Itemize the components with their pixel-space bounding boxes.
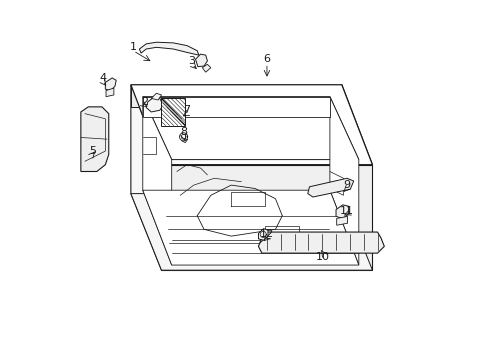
Polygon shape	[142, 96, 329, 117]
Text: 11: 11	[339, 206, 353, 216]
Polygon shape	[139, 42, 199, 55]
Polygon shape	[131, 85, 341, 107]
Polygon shape	[161, 165, 372, 270]
Polygon shape	[195, 54, 207, 67]
Polygon shape	[142, 190, 358, 265]
Polygon shape	[131, 85, 372, 165]
Text: 8: 8	[180, 127, 187, 138]
Text: 7: 7	[183, 105, 190, 115]
Polygon shape	[307, 178, 353, 197]
Text: 4: 4	[99, 73, 106, 83]
Text: 6: 6	[263, 54, 270, 64]
Polygon shape	[106, 88, 114, 96]
Polygon shape	[142, 96, 171, 265]
Polygon shape	[258, 232, 384, 253]
Polygon shape	[336, 216, 347, 225]
Polygon shape	[105, 78, 116, 90]
Polygon shape	[341, 85, 372, 270]
Polygon shape	[131, 194, 372, 270]
Polygon shape	[335, 205, 348, 219]
Text: 3: 3	[188, 56, 195, 66]
Polygon shape	[142, 96, 358, 159]
Polygon shape	[329, 96, 358, 265]
Text: 5: 5	[89, 146, 96, 156]
Text: 2: 2	[141, 97, 148, 107]
Polygon shape	[151, 93, 161, 100]
Polygon shape	[258, 229, 267, 240]
Polygon shape	[131, 85, 161, 270]
Bar	[161, 98, 185, 126]
Polygon shape	[146, 96, 163, 112]
Text: 9: 9	[343, 180, 350, 190]
Text: 1: 1	[129, 42, 137, 52]
Text: 10: 10	[315, 252, 329, 262]
Text: 12: 12	[259, 229, 273, 239]
Polygon shape	[81, 107, 108, 171]
Polygon shape	[202, 64, 210, 72]
